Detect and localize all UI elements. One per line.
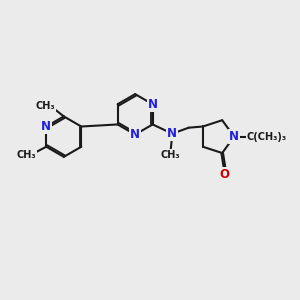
- Text: N: N: [148, 98, 158, 111]
- Text: N: N: [130, 128, 140, 141]
- Text: C(CH₃)₃: C(CH₃)₃: [247, 132, 287, 142]
- Text: N: N: [229, 130, 239, 143]
- Text: CH₃: CH₃: [16, 150, 36, 160]
- Text: O: O: [220, 168, 230, 181]
- Text: CH₃: CH₃: [35, 101, 55, 111]
- Text: CH₃: CH₃: [161, 150, 181, 160]
- Text: N: N: [41, 120, 51, 133]
- Text: N: N: [167, 127, 177, 140]
